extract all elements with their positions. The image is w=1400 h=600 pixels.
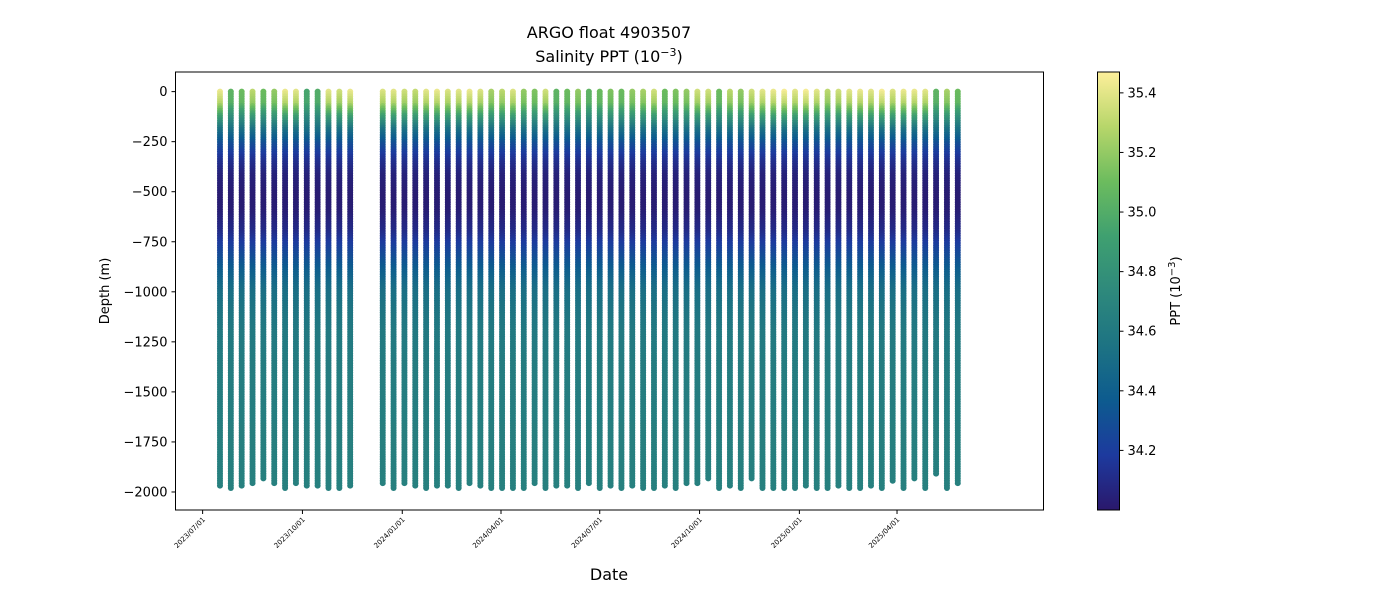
profile-point [477, 482, 484, 489]
profile-point [488, 484, 495, 491]
profile-point [303, 482, 310, 489]
profile-point [325, 484, 332, 491]
profile-column [531, 88, 538, 487]
profile-point [260, 475, 267, 482]
profile-point [336, 484, 343, 491]
profile-column [466, 88, 473, 487]
profile-point [292, 480, 299, 487]
profile-column [271, 88, 278, 487]
profile-column [260, 88, 267, 482]
profile-column [347, 88, 354, 489]
profile-point [553, 482, 560, 489]
profile-point [520, 484, 527, 491]
profile-point [455, 484, 462, 491]
profile-point [249, 480, 256, 487]
profile-column [477, 88, 484, 489]
profile-column [433, 88, 440, 489]
profile-point [379, 480, 386, 487]
profile-column [303, 88, 310, 489]
profile-column [412, 88, 419, 489]
profile-column [444, 88, 451, 489]
profile-point [216, 482, 223, 489]
profile-point [433, 482, 440, 489]
profile-column [325, 88, 332, 491]
profile-column [499, 88, 506, 491]
profile-point [509, 484, 516, 491]
profile-column [336, 88, 343, 491]
profile-point [444, 482, 451, 489]
profile-column [282, 88, 289, 491]
profile-column [423, 88, 430, 491]
profile-point [314, 482, 321, 489]
plot-area: 0−250−500−750−1000−1250−1500−1750−2000 2… [124, 71, 1044, 550]
profile-column [488, 88, 495, 491]
profile-point [466, 480, 473, 487]
profile-column [227, 88, 234, 491]
profile-column [564, 88, 571, 489]
profile-column [314, 88, 321, 489]
profile-point [347, 482, 354, 489]
profile-point [542, 484, 549, 491]
profile-column [401, 88, 408, 487]
profile-column [553, 88, 560, 489]
profile-column [292, 88, 299, 487]
profile-point [227, 484, 234, 491]
profile-column [542, 88, 549, 491]
profile-point [271, 480, 278, 487]
profile-column [390, 88, 397, 491]
profile-column [455, 88, 462, 491]
profile-point [423, 484, 430, 491]
profile-point [531, 480, 538, 487]
profile-column [238, 88, 245, 489]
profile-column [249, 88, 256, 487]
profile-scatter-marks [216, 88, 961, 491]
profile-point [412, 482, 419, 489]
profile-point [282, 484, 289, 491]
profile-column [509, 88, 516, 491]
profile-column [520, 88, 527, 491]
chart-subtitle: Salinity PPT (10−3) [535, 46, 683, 66]
profile-point [401, 480, 408, 487]
profile-column [379, 88, 386, 487]
profile-column [216, 88, 223, 489]
profile-point [238, 482, 245, 489]
profile-point [499, 484, 506, 491]
chart-title: ARGO float 4903507 [527, 23, 691, 42]
profile-point [390, 484, 397, 491]
